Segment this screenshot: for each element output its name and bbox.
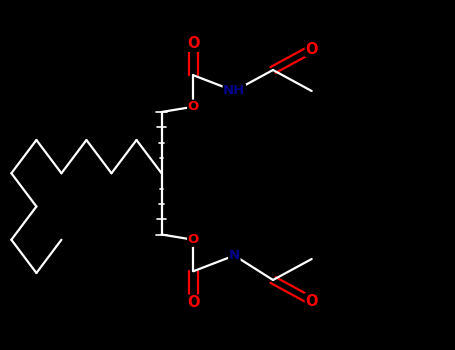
Text: O: O: [188, 100, 199, 113]
Text: N: N: [229, 249, 240, 262]
Text: NH: NH: [223, 84, 245, 98]
Text: O: O: [187, 295, 200, 310]
Text: O: O: [305, 294, 318, 308]
Text: O: O: [188, 233, 199, 246]
Text: O: O: [305, 42, 318, 56]
Text: O: O: [187, 36, 200, 51]
